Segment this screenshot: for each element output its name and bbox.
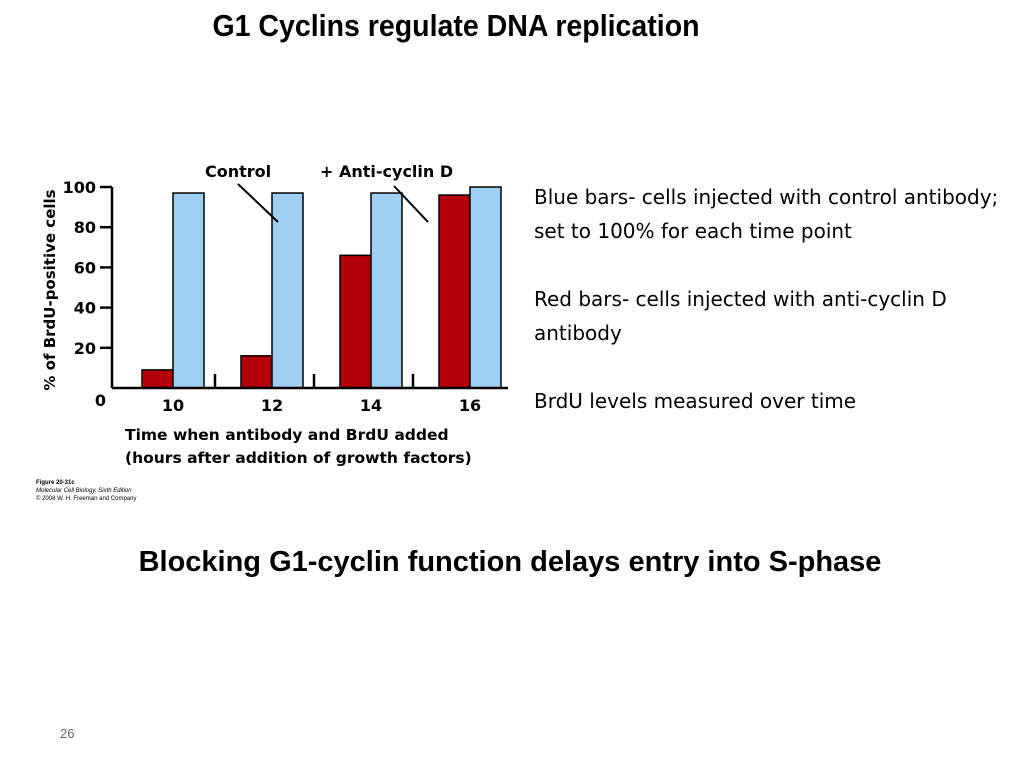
bars-group [141, 186, 502, 389]
conclusion-statement: Blocking G1-cyclin function delays entry… [138, 546, 882, 578]
y-tick-label-60: 60 [74, 258, 96, 277]
note-blue-bars: Blue bars- cells injected with control a… [534, 185, 999, 243]
explanation-notes: Blue bars- cells injected with control a… [534, 180, 1004, 452]
note-red-bars: Red bars- cells injected with anti-cycli… [534, 287, 947, 345]
y-ticks-group: 0 20 40 60 80 100 [63, 178, 112, 410]
y-tick-label-20: 20 [74, 339, 96, 358]
bar-anticyclin-14 [339, 254, 372, 389]
bar-anticyclin-12 [240, 355, 273, 389]
callout-anticyclin-label: + Anti-cyclin D [320, 162, 453, 181]
figure-credit-line3: © 2008 W. H. Freeman and Company [36, 495, 136, 502]
bar-control-12 [271, 192, 304, 389]
bar-control-14 [370, 192, 403, 389]
slide-title: G1 Cyclins regulate DNA replication [212, 8, 700, 43]
callout-control-label: Control [205, 162, 271, 181]
x-ticks-group: 10 12 14 16 [162, 374, 481, 415]
figure-credit: Figure 20-31c Molecular Cell Biology, Si… [36, 480, 136, 502]
x-tick-label-12: 12 [261, 396, 283, 415]
bar-anticyclin-10 [141, 369, 174, 389]
x-axis-label-line1: Time when antibody and BrdU added [125, 426, 449, 444]
x-tick-label-16: 16 [459, 396, 481, 415]
note-brdu-levels: BrdU levels measured over time [534, 389, 857, 413]
x-axis-label-line2: (hours after addition of growth factors) [125, 449, 472, 467]
bar-chart: 0 20 40 60 80 100 10 12 14 16 % of BrdU-positive… [36, 162, 508, 502]
y-axis-label: % of BrdU-positive cells [41, 189, 59, 390]
y-tick-label-100: 100 [63, 178, 96, 197]
figure-credit-line1: Figure 20-31c [36, 480, 75, 486]
figure-credit-line2: Molecular Cell Biology, Sixth Edition [36, 488, 132, 494]
callout-control-pointer [237, 183, 279, 223]
bar-anticyclin-16 [438, 194, 471, 389]
bar-control-10 [172, 192, 205, 389]
bar-control-16 [469, 186, 502, 389]
y-tick-label-0: 0 [95, 391, 106, 410]
x-tick-label-10: 10 [162, 396, 184, 415]
callout-anticyclin-pointer [393, 185, 429, 223]
y-tick-label-40: 40 [74, 299, 96, 318]
y-tick-label-80: 80 [74, 218, 96, 237]
x-tick-label-14: 14 [360, 396, 382, 415]
page-number: 26 [60, 726, 75, 741]
